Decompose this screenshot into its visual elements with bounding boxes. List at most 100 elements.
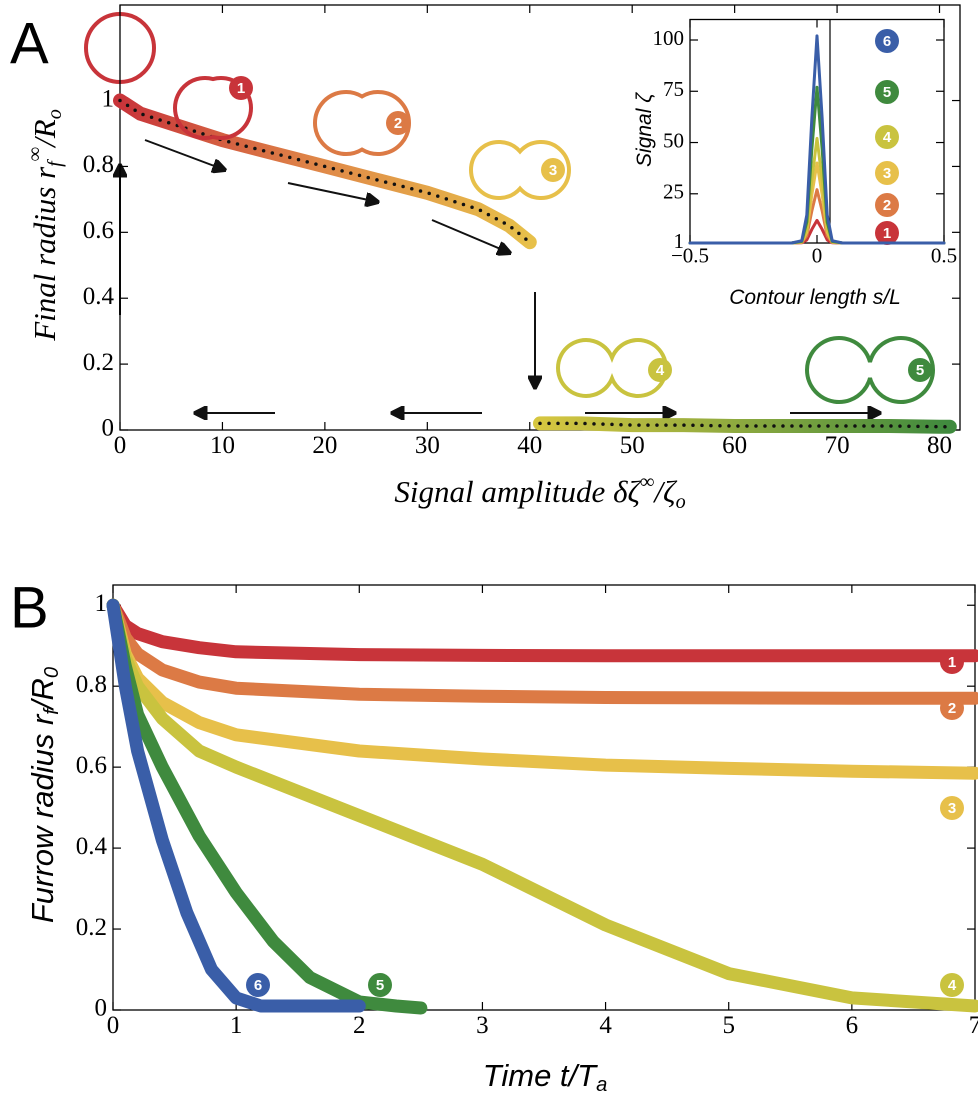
label-badge [875,80,899,104]
arrow [431,219,510,253]
y-tick-label: 50 [663,128,684,152]
x-tick-label: 50 [620,432,645,459]
x-tick-label: −0.5 [671,244,709,268]
x-tick-label: 0 [812,244,823,268]
x-tick-label: 40 [517,432,542,459]
label-badge [229,76,253,100]
axis-label-part: 0 [41,666,63,678]
label-badge [875,29,899,53]
axis-label-part: o [676,491,686,513]
x-tick-label: 5 [722,1012,735,1039]
cell-shape [469,140,571,200]
axis-label-part: Final radius r [27,166,62,342]
series-label: 6 [883,33,891,50]
x-tick-label: 0 [107,1012,120,1039]
x-tick-label: 4 [599,1012,612,1039]
series-line [688,34,946,245]
label-badge [386,111,410,135]
series-line [106,598,978,663]
label-badge [940,973,964,997]
x-tick-label: 20 [312,432,337,459]
y-axis-label: Final radius rf∞/Ro [24,109,66,342]
axis-label-part: ∞ [640,471,654,493]
y-tick-label: 1 [102,85,115,112]
x-tick-label: 60 [722,432,747,459]
series-label: 4 [883,129,892,146]
label-badge [875,221,899,245]
chart: 0 1 2 3 4 5 6 7 0 0.2 0.4 0.6 0.8 1 Time t/Ta Furrow ra… [10,575,978,1096]
x-tick-label: 10 [210,432,235,459]
label-badge [940,650,964,674]
series-label: 2 [883,197,891,214]
series-label: 1 [948,654,956,671]
y-tick-label: 0 [102,415,115,442]
axis-label-part: f [41,707,63,715]
series-line [113,93,537,250]
axis-label-part: /R [27,119,62,149]
y-tick-label: 0.4 [83,283,115,310]
y-tick-label: 0.8 [83,151,114,178]
series-label: 6 [254,977,262,994]
y-tick-label: 75 [663,77,684,101]
label-badge [541,158,565,182]
inset-background [650,8,966,306]
x-tick-label: 30 [415,432,440,459]
label-badge [875,161,899,185]
series-label: 5 [883,84,891,101]
y-tick-label: 0.6 [76,752,107,779]
axis-label-part: f [44,159,66,167]
axis-label-part: ∞ [24,147,46,161]
series-label: 2 [948,700,956,717]
series-label: 4 [656,362,665,379]
series-label: 3 [883,165,891,182]
label-badge [875,125,899,149]
x-tick-label: 0 [114,432,127,459]
x-axis-label: Signal amplitude δζ∞/ζo [394,471,685,513]
y-tick-label: 0.2 [83,349,114,376]
y-tick-label: 0.2 [76,914,107,941]
cell-shape [313,90,411,156]
series-label: 1 [883,225,891,242]
x-axis-label: Time t/Ta [483,1058,608,1096]
panel-label: B [10,575,49,640]
x-tick-label: 80 [927,432,952,459]
axis-label-part: /R [25,678,60,711]
y-tick-label: 1 [95,590,108,617]
series-label: 1 [237,80,245,97]
axis-label-part: Signal ζ [633,92,656,167]
fit-dots [118,98,532,244]
y-tick-label: 25 [663,180,684,204]
label-badge [368,973,392,997]
label-badge [648,358,672,382]
series-label: 4 [948,977,957,994]
axis-label-part: Signal amplitude δζ [394,474,642,509]
y-tick-label: 1 [674,229,685,253]
label-badge [940,696,964,720]
panel-label: A [10,11,49,76]
x-tick-label: 70 [825,432,850,459]
y-tick-label: 0.4 [76,833,108,860]
x-tick-label: 7 [969,1012,978,1039]
y-tick-label: 0.8 [76,671,107,698]
axis-label-part: Time t/T [483,1058,598,1093]
x-tick-label: 3 [476,1012,489,1039]
plot-frame [112,584,976,1011]
label-badge [940,796,964,820]
arrow [144,139,225,170]
label-badge [875,193,899,217]
y-tick-label: 100 [653,26,685,50]
y-tick-label: 0.6 [83,217,114,244]
axis-label-part: o [44,109,66,119]
series-line [106,598,366,1013]
series-line [533,416,957,434]
y-axis-label: Signal ζ [633,92,656,167]
series-label: 3 [549,162,557,179]
x-tick-label: 2 [353,1012,366,1039]
series-label: 3 [948,800,956,817]
label-badge [246,973,270,997]
series-label: 2 [394,115,402,132]
series-label: 5 [376,977,384,994]
axis-label-part: a [596,1074,607,1096]
